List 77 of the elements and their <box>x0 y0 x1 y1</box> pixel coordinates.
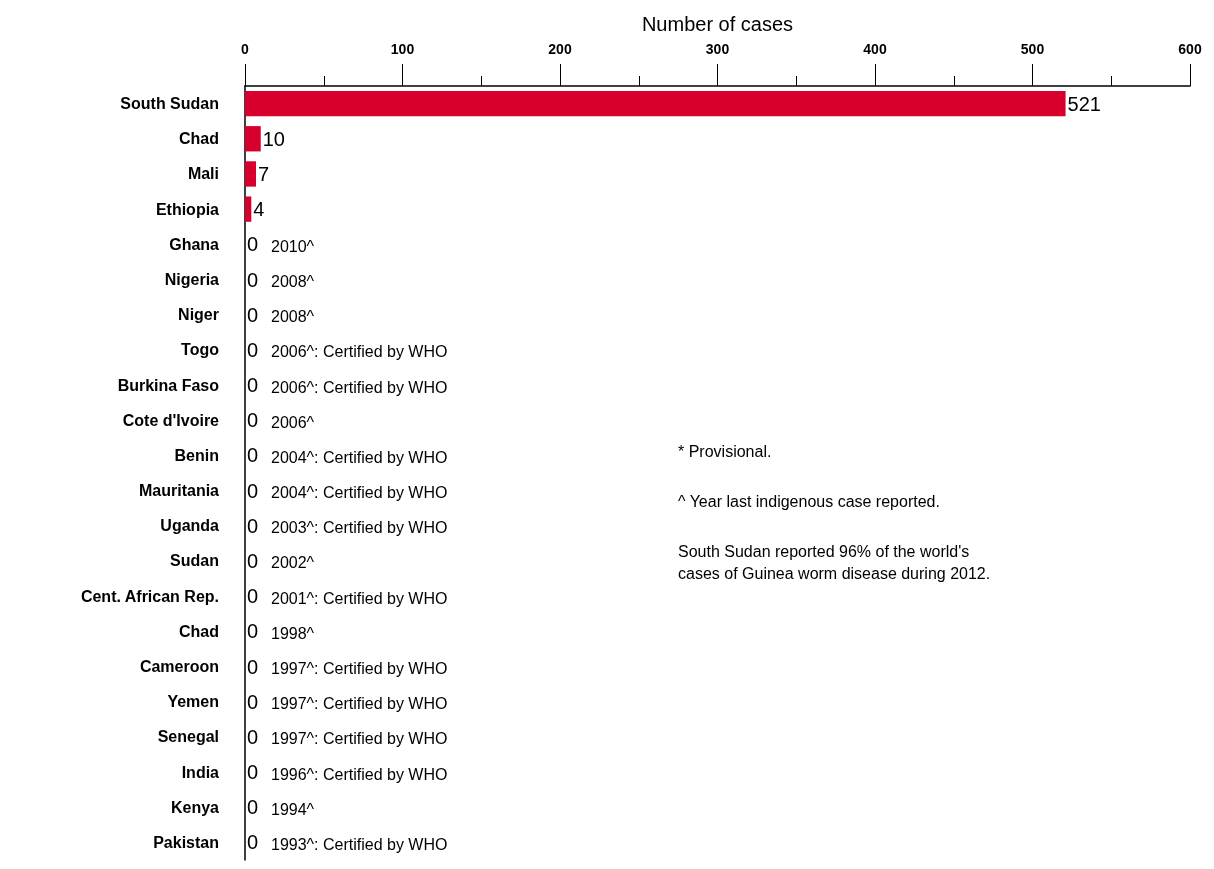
data-label: 0 <box>247 549 259 572</box>
y-tick-label: Chad <box>179 130 219 148</box>
data-label: 0 <box>247 409 259 432</box>
annotation: 1993^: Certified by WHO <box>271 835 448 853</box>
annotation: 2004^: Certified by WHO <box>271 448 448 466</box>
annotation: ^ Year last indigenous case reported. <box>678 492 940 510</box>
y-tick-label: South Sudan <box>120 95 219 113</box>
x-tick-label: 300 <box>705 41 730 57</box>
y-tick-label: Burkina Faso <box>117 376 220 394</box>
y-tick-label: Chad <box>179 622 219 640</box>
y-tick-label: Sudan <box>170 552 219 570</box>
data-label: 4 <box>253 198 265 221</box>
annotation: 1994^ <box>271 800 315 818</box>
data-label: 0 <box>247 479 259 502</box>
data-label: 0 <box>247 620 259 643</box>
data-label: 0 <box>247 514 259 537</box>
annotation: 2003^: Certified by WHO <box>271 519 448 537</box>
x-tick-label: 0 <box>241 41 250 57</box>
annotation: 1997^: Certified by WHO <box>271 730 448 748</box>
data-label: 0 <box>247 831 259 854</box>
annotation: 1997^: Certified by WHO <box>271 660 448 677</box>
y-tick-label: Ethiopia <box>155 200 220 218</box>
x-tick-label: 200 <box>548 41 572 57</box>
annotation: * Provisional. <box>678 442 772 460</box>
y-tick-label: Nigeria <box>164 271 220 288</box>
annotation: 2004^: Certified by WHO <box>271 484 448 502</box>
y-tick-label: Uganda <box>160 517 220 535</box>
data-label: 0 <box>247 374 259 397</box>
y-tick-label: India <box>181 763 220 781</box>
annotation: 2008^ <box>271 273 315 290</box>
data-label: 10 <box>262 127 285 150</box>
data-label: 0 <box>247 338 259 361</box>
data-label: 521 <box>1067 92 1101 115</box>
annotation: 2002^ <box>271 554 315 572</box>
data-label: 0 <box>247 761 259 784</box>
data-label: 0 <box>247 585 259 608</box>
y-tick-label: Cameroon <box>139 658 219 675</box>
annotation: 2006^ <box>271 413 315 431</box>
y-tick-label: Pakistan <box>153 833 219 851</box>
y-tick-label: Kenya <box>170 798 220 816</box>
data-label: 0 <box>247 268 259 291</box>
y-tick-label: Niger <box>178 306 219 324</box>
annotation: 2001^: Certified by WHO <box>271 589 448 607</box>
annotation: South Sudan reported 96% of the world's cases of Guinea worm disease during 2012. <box>678 542 991 582</box>
data-label: 0 <box>247 303 259 326</box>
y-tick-label: Togo <box>181 341 220 359</box>
x-tick-label: 100 <box>390 41 415 57</box>
bar <box>245 161 257 187</box>
annotation: 2006^: Certified by WHO <box>271 343 448 361</box>
data-label: 0 <box>247 725 259 748</box>
bar <box>245 126 261 152</box>
annotation: 1998^ <box>271 624 315 642</box>
bar <box>245 90 1066 117</box>
y-tick-label: Senegal <box>157 728 219 746</box>
annotation: 2010^ <box>271 237 315 255</box>
data-label: 0 <box>247 233 259 256</box>
y-tick-label: Ghana <box>169 235 220 253</box>
y-tick-label: Yemen <box>167 693 219 711</box>
x-tick-label: 600 <box>1178 41 1202 57</box>
y-tick-label: Cent. African Rep. <box>80 587 219 605</box>
y-tick-label: Cote d'Ivoire <box>122 411 220 429</box>
data-label: 7 <box>258 162 270 185</box>
x-tick-label: 500 <box>1020 41 1045 57</box>
bar <box>245 196 252 222</box>
y-tick-label: Benin <box>174 446 219 464</box>
y-tick-label: Mali <box>187 165 219 183</box>
x-tick-label: 400 <box>863 41 887 57</box>
data-label: 0 <box>247 690 259 713</box>
x-axis-title: Number of cases <box>641 13 794 35</box>
annotation: 1996^: Certified by WHO <box>271 765 448 783</box>
annotation: 1997^: Certified by WHO <box>271 695 448 713</box>
data-label: 0 <box>247 655 259 678</box>
data-label: 0 <box>247 796 259 819</box>
annotation: 2006^: Certified by WHO <box>271 378 448 396</box>
y-tick-label: Mauritania <box>138 482 220 500</box>
data-label: 0 <box>247 444 259 467</box>
annotation: 2008^ <box>271 308 315 326</box>
